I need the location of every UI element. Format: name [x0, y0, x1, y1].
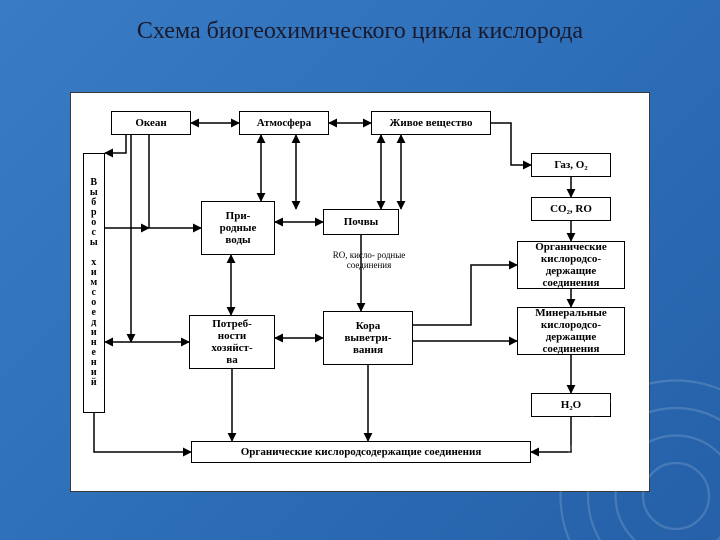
edge-25: [94, 413, 191, 452]
ro-label: RO, кисло- родные соединения: [329, 251, 409, 271]
diagram-panel: Океан Атмосфера Живое вещество Выбросы химс…: [70, 92, 650, 492]
node-h2o: H₂O: [531, 393, 611, 417]
node-org_bottom: Органические кислородсодержащие соединен…: [191, 441, 531, 463]
edge-2: [105, 135, 126, 153]
node-biomass: Живое вещество: [371, 111, 491, 135]
node-ocean: Океан: [111, 111, 191, 135]
node-min_comp: Минеральныекислородсо-держащиесоединения: [517, 307, 625, 355]
node-co2_ro: CO₂, RO: [531, 197, 611, 221]
edge-10: [491, 123, 531, 165]
node-weathering: Коравыветри-вания: [323, 311, 413, 365]
page-title: Схема биогеохимического цикла кислорода: [0, 18, 720, 45]
node-nat_waters: При-родныеводы: [201, 201, 275, 255]
edge-24: [531, 417, 571, 452]
node-gas_o2: Газ, O₂: [531, 153, 611, 177]
node-org_comp: Органическиекислородсо-держащиесоединени…: [517, 241, 625, 289]
node-atmosphere: Атмосфера: [239, 111, 329, 135]
node-emissions: Выбросы химсоединений: [83, 153, 105, 413]
edge-3: [149, 135, 201, 228]
edge-19: [413, 265, 517, 325]
node-demand: Потреб-ностихозяйст-ва: [189, 315, 275, 369]
node-soils: Почвы: [323, 209, 399, 235]
